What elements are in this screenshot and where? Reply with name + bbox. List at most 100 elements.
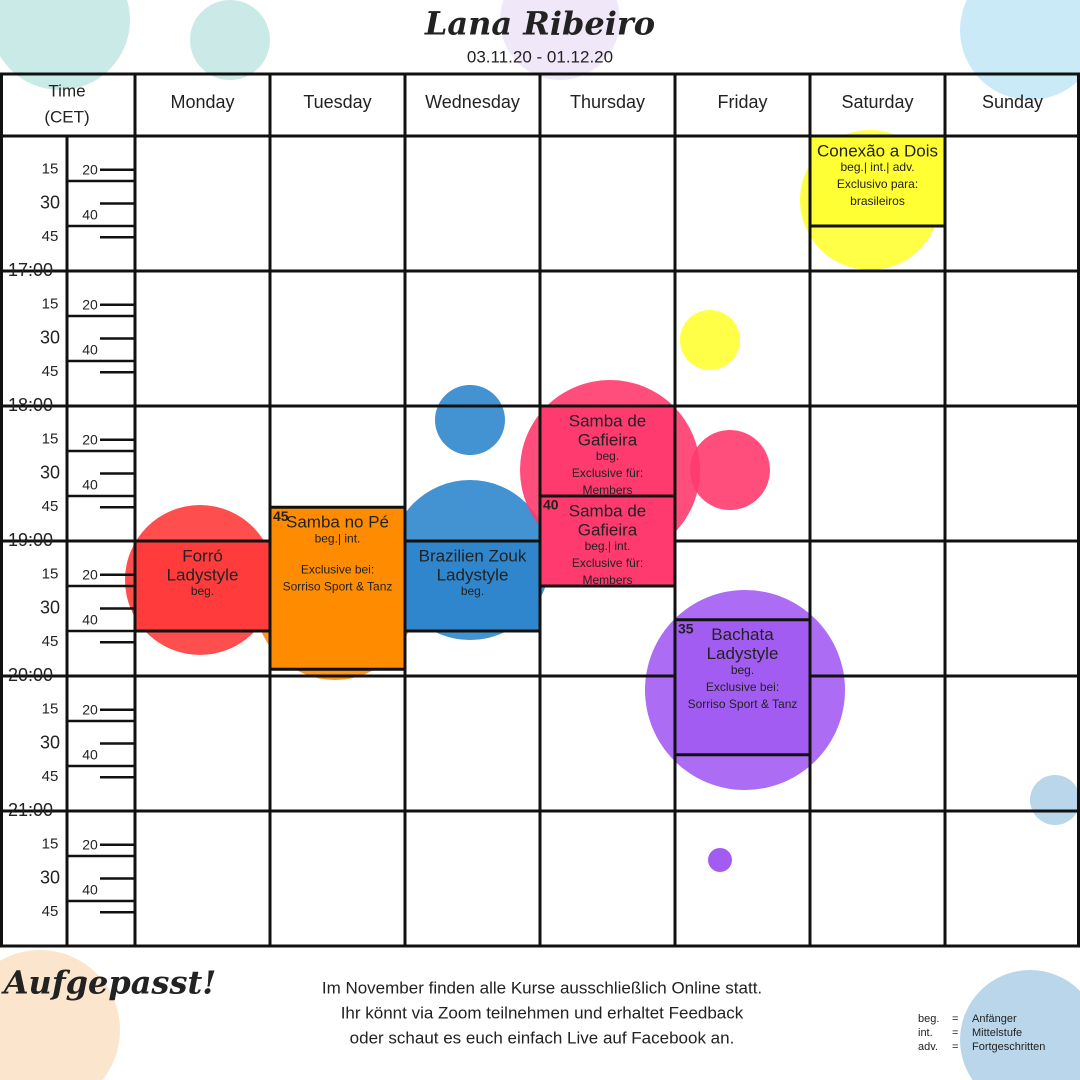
event-note: Exclusive bei: <box>706 680 779 694</box>
minor-label: 20 <box>82 702 98 718</box>
hour-label: 18:00 <box>8 395 53 415</box>
event-note: Exclusive bei: <box>301 562 374 576</box>
event-note: brasileiros <box>850 194 905 208</box>
minor-label: 40 <box>82 342 98 358</box>
time-header: (CET) <box>44 107 89 126</box>
splash <box>960 970 1080 1080</box>
minor-label: 40 <box>82 477 98 493</box>
start-label: 45 <box>273 508 289 524</box>
time-header: Time <box>48 81 85 100</box>
quarter-label: 45 <box>42 228 59 245</box>
event-level: beg.| int.| adv. <box>840 160 914 174</box>
splash <box>680 310 740 370</box>
event-title: Ladystyle <box>707 644 779 663</box>
minor-label: 40 <box>82 882 98 898</box>
event-title: Samba no Pé <box>286 513 389 532</box>
grid: Time (CET) Monday Tuesday Wednesday Thursday F… <box>0 72 1080 948</box>
footer-message: Im November finden alle Kurse ausschließ… <box>322 978 762 997</box>
minor-label: 40 <box>82 207 98 223</box>
event-box <box>538 494 677 588</box>
day-label: Wednesday <box>425 92 520 112</box>
quarter-label: 30 <box>40 462 60 482</box>
splash <box>1030 775 1080 825</box>
event-box <box>403 539 542 633</box>
event-splashes <box>125 130 940 872</box>
quarter-label: 30 <box>40 192 60 212</box>
event-note: Exclusive für: <box>572 556 643 570</box>
hour-label: 21:00 <box>8 800 53 820</box>
legend-eq: = <box>952 1013 958 1025</box>
event-title: Gafieira <box>578 520 638 539</box>
event-title: Bachata <box>711 625 774 644</box>
splash <box>190 0 270 80</box>
event-box <box>268 505 407 671</box>
event-note: Exclusivo para: <box>837 177 918 191</box>
event-title: Gafieira <box>578 430 638 449</box>
event-title: Ladystyle <box>437 565 509 584</box>
event-title: Brazilien Zouk <box>419 546 527 565</box>
event-title: Conexão a Dois <box>817 141 938 160</box>
legend-eq: = <box>952 1041 958 1053</box>
footer-heading: Aufgepasst! <box>1 964 217 1002</box>
event-level: beg.| int. <box>315 531 361 545</box>
quarter-label: 45 <box>42 903 59 920</box>
start-label: 35 <box>678 620 694 636</box>
legend-meaning: Anfänger <box>972 1013 1017 1025</box>
day-label: Tuesday <box>303 92 371 112</box>
event-title: Samba de <box>569 501 647 520</box>
event-box <box>538 404 677 498</box>
quarter-label: 15 <box>42 566 59 583</box>
legend-meaning: Mittelstufe <box>972 1027 1022 1039</box>
minor-label: 20 <box>82 567 98 583</box>
event-level: beg. <box>596 449 619 463</box>
quarter-label: 15 <box>42 431 59 448</box>
event-note: Members <box>582 573 632 587</box>
hour-label: 20:00 <box>8 665 53 685</box>
minor-label: 20 <box>82 297 98 313</box>
event-level: beg. <box>191 584 214 598</box>
quarter-label: 30 <box>40 867 60 887</box>
splash <box>960 0 1080 100</box>
hour-label: 19:00 <box>8 530 53 550</box>
minor-label: 20 <box>82 837 98 853</box>
day-label: Sunday <box>982 92 1043 112</box>
quarter-label: 45 <box>42 498 59 515</box>
event-note: Exclusive für: <box>572 466 643 480</box>
minor-label: 20 <box>82 162 98 178</box>
footer-message: oder schaut es euch einfach Live auf Fac… <box>350 1028 735 1047</box>
quarter-label: 30 <box>40 597 60 617</box>
day-label: Thursday <box>570 92 645 112</box>
quarter-label: 45 <box>42 363 59 380</box>
quarter-label: 15 <box>42 701 59 718</box>
event-note: Sorriso Sport & Tanz <box>283 579 393 593</box>
legend-abbr: int. <box>918 1027 933 1039</box>
splash <box>500 0 620 80</box>
hour-label: 17:00 <box>8 260 53 280</box>
day-label: Saturday <box>841 92 913 112</box>
day-label: Friday <box>717 92 767 112</box>
quarter-label: 15 <box>42 161 59 178</box>
splash <box>0 950 120 1080</box>
event-title: Forró <box>182 546 223 565</box>
event-title: Ladystyle <box>167 565 239 584</box>
title: Lana Ribeiro <box>424 5 655 43</box>
event-level: beg.| int. <box>585 539 631 553</box>
event-title: Samba de <box>569 411 647 430</box>
minor-label: 40 <box>82 612 98 628</box>
quarter-label: 45 <box>42 768 59 785</box>
legend-meaning: Fortgeschritten <box>972 1041 1045 1053</box>
event-level: beg. <box>731 663 754 677</box>
footer-message: Ihr könnt via Zoom teilnehmen und erhalt… <box>341 1003 744 1022</box>
day-label: Monday <box>170 92 234 112</box>
quarter-label: 30 <box>40 732 60 752</box>
minor-label: 40 <box>82 747 98 763</box>
splash <box>435 385 505 455</box>
minor-label: 20 <box>82 432 98 448</box>
start-label: 40 <box>543 497 559 513</box>
quarter-label: 15 <box>42 836 59 853</box>
legend-abbr: adv. <box>918 1041 938 1053</box>
splash <box>690 430 770 510</box>
